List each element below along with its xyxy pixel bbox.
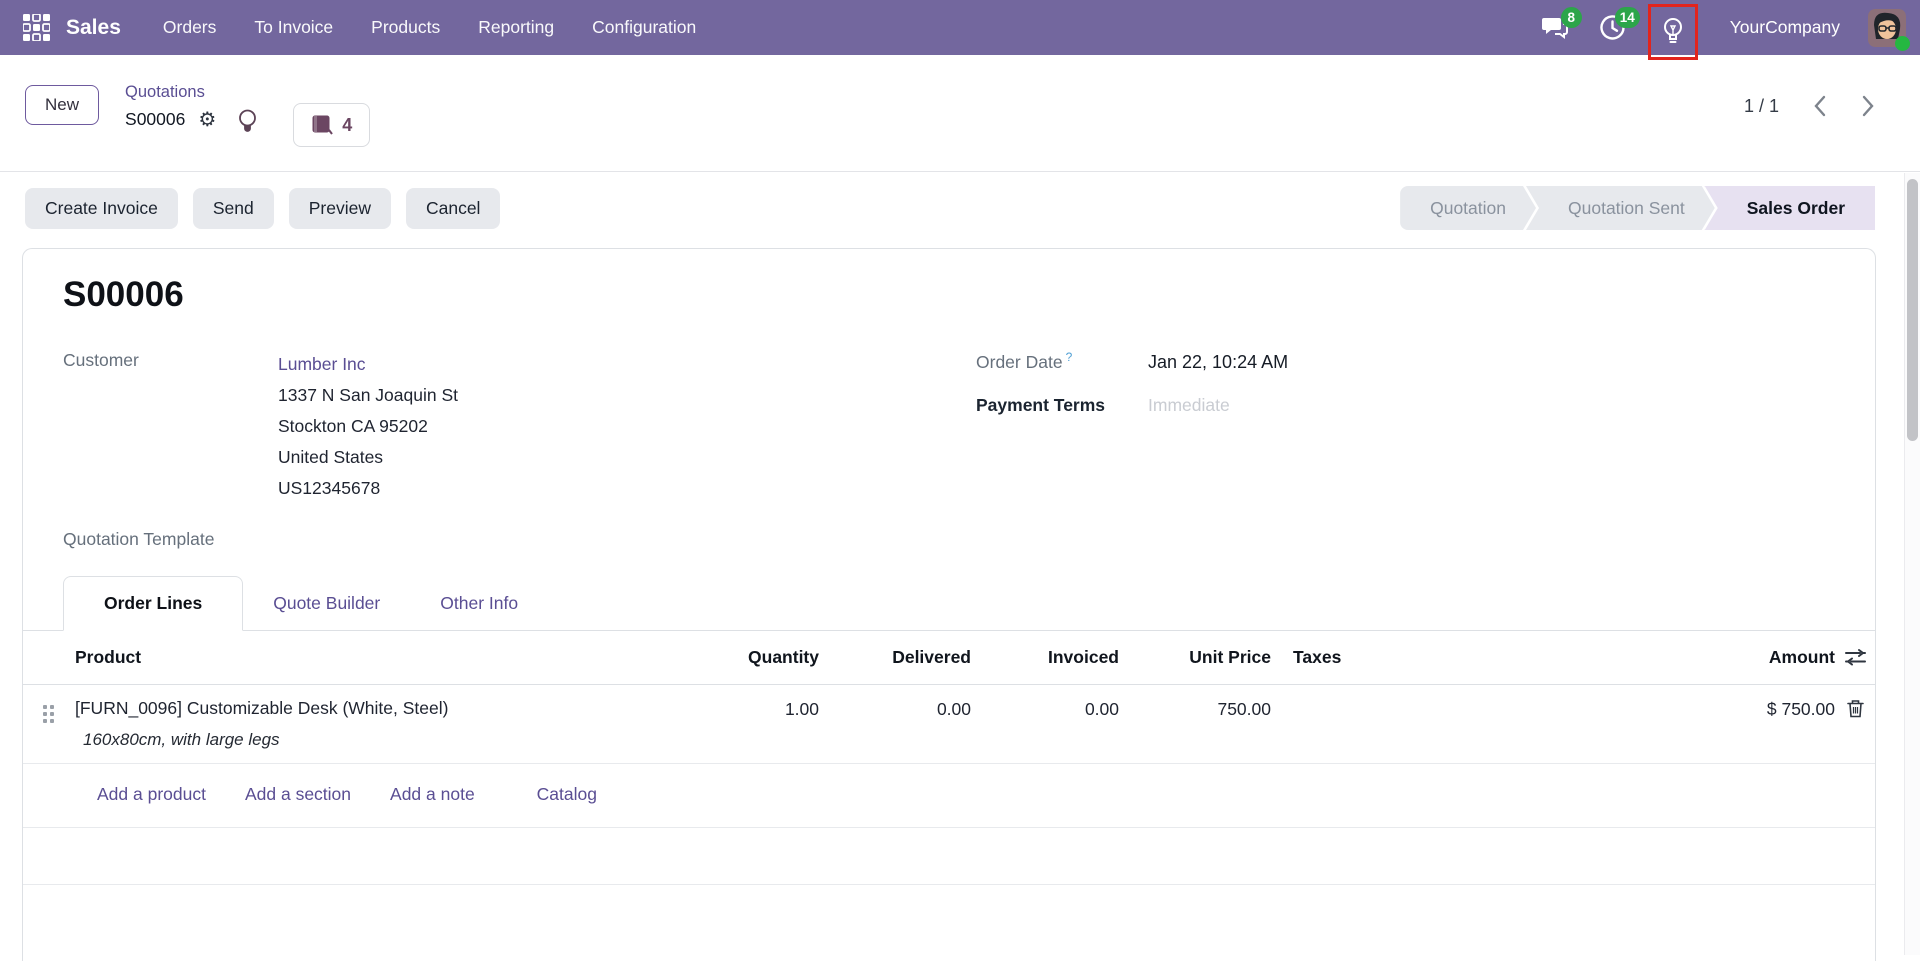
highlight-rectangle: [1648, 4, 1698, 60]
order-lines-table: Product Quantity Delivered Invoiced Unit…: [23, 631, 1875, 764]
customer-link[interactable]: Lumber Inc: [278, 349, 458, 380]
taxes-cell[interactable]: [1271, 698, 1436, 699]
gear-icon[interactable]: ⚙: [198, 110, 216, 130]
delivered-cell[interactable]: 0.00: [819, 698, 971, 720]
attachments-button[interactable]: 4: [293, 103, 370, 147]
user-avatar[interactable]: [1868, 9, 1906, 47]
trash-icon: [1847, 699, 1864, 718]
customer-address-line: Stockton CA 95202: [278, 411, 458, 442]
new-button[interactable]: New: [25, 85, 99, 125]
tab-quote-builder[interactable]: Quote Builder: [243, 577, 410, 630]
order-date-label: Order Date?: [976, 349, 1148, 373]
payment-terms-label: Payment Terms: [976, 394, 1148, 416]
messages-button[interactable]: 8: [1540, 13, 1570, 43]
insight-lightbulb-icon[interactable]: [238, 83, 257, 137]
optional-columns-icon[interactable]: [1835, 648, 1875, 667]
book-icon: [311, 114, 333, 136]
customer-address-line: 1337 N San Joaquin St: [278, 380, 458, 411]
product-description: 160x80cm, with large legs: [75, 730, 669, 750]
online-status-dot: [1895, 36, 1910, 51]
pager-previous-icon[interactable]: [1813, 95, 1827, 117]
amount-cell: $ 750.00: [1436, 698, 1835, 720]
activities-badge: 14: [1615, 7, 1640, 28]
menu-products[interactable]: Products: [371, 17, 440, 38]
payment-terms-input[interactable]: Immediate: [1148, 395, 1230, 416]
apps-grid-icon[interactable]: [16, 8, 56, 48]
send-button[interactable]: Send: [193, 188, 274, 229]
app-name[interactable]: Sales: [66, 16, 121, 40]
help-icon[interactable]: ?: [1066, 350, 1073, 364]
totals-section-empty: [23, 828, 1875, 885]
stage-quotation[interactable]: Quotation: [1400, 186, 1536, 230]
delivered-header[interactable]: Delivered: [819, 647, 971, 668]
quantity-cell[interactable]: 1.00: [669, 698, 819, 720]
amount-header[interactable]: Amount: [1436, 647, 1835, 668]
product-header[interactable]: Product: [75, 647, 669, 668]
activities-button[interactable]: 14: [1598, 13, 1628, 43]
product-cell[interactable]: [FURN_0096] Customizable Desk (White, St…: [75, 698, 669, 750]
company-switcher[interactable]: YourCompany: [1730, 17, 1840, 38]
invoiced-cell[interactable]: 0.00: [971, 698, 1119, 720]
taxes-header[interactable]: Taxes: [1271, 647, 1436, 668]
control-panel: New Quotations S00006 ⚙ 4: [0, 55, 1920, 172]
table-row[interactable]: [FURN_0096] Customizable Desk (White, St…: [23, 685, 1875, 764]
pager-count: 1 / 1: [1744, 96, 1779, 117]
quantity-header[interactable]: Quantity: [669, 647, 819, 668]
add-note-link[interactable]: Add a note: [390, 784, 475, 805]
record-pager: 1 / 1: [1744, 95, 1875, 117]
drag-handle-icon: [43, 705, 54, 723]
delete-row-button[interactable]: [1835, 698, 1875, 718]
form-sheet: S00006 Customer Lumber Inc 1337 N San Jo…: [22, 248, 1876, 961]
product-name: [FURN_0096] Customizable Desk (White, St…: [75, 698, 669, 719]
action-bar: Create Invoice Send Preview Cancel Quota…: [0, 172, 1920, 248]
table-header-row: Product Quantity Delivered Invoiced Unit…: [23, 631, 1875, 685]
catalog-link[interactable]: Catalog: [537, 784, 597, 805]
attachments-count: 4: [342, 115, 352, 136]
tab-other-info[interactable]: Other Info: [410, 577, 548, 630]
breadcrumb-current-record: S00006: [125, 109, 185, 130]
customer-address-line: United States: [278, 442, 458, 473]
menu-to-invoice[interactable]: To Invoice: [254, 17, 333, 38]
main-menu: Orders To Invoice Products Reporting Con…: [163, 17, 696, 38]
customer-address-line: US12345678: [278, 473, 458, 504]
unit-price-cell[interactable]: 750.00: [1119, 698, 1271, 720]
quotation-template-label: Quotation Template: [63, 528, 278, 550]
unit-price-header[interactable]: Unit Price: [1119, 647, 1271, 668]
menu-configuration[interactable]: Configuration: [592, 17, 696, 38]
page-title: S00006: [63, 275, 1847, 315]
add-product-link[interactable]: Add a product: [97, 784, 206, 805]
scrollbar-track[interactable]: [1904, 173, 1920, 955]
add-section-link[interactable]: Add a section: [245, 784, 351, 805]
menu-reporting[interactable]: Reporting: [478, 17, 554, 38]
top-navbar: Sales Orders To Invoice Products Reporti…: [0, 0, 1920, 55]
table-footer-links: Add a product Add a section Add a note C…: [23, 764, 1875, 828]
status-pipeline: Quotation Quotation Sent Sales Order: [1400, 186, 1875, 230]
breadcrumb: Quotations S00006 ⚙: [125, 83, 216, 130]
messages-badge: 8: [1561, 7, 1582, 28]
lightbulb-icon[interactable]: [1662, 17, 1684, 47]
menu-orders[interactable]: Orders: [163, 17, 216, 38]
pager-next-icon[interactable]: [1861, 95, 1875, 117]
customer-value: Lumber Inc 1337 N San Joaquin St Stockto…: [278, 349, 458, 504]
order-date-value[interactable]: Jan 22, 10:24 AM: [1148, 352, 1288, 373]
preview-button[interactable]: Preview: [289, 188, 391, 229]
stage-sales-order[interactable]: Sales Order: [1705, 186, 1875, 230]
cancel-button[interactable]: Cancel: [406, 188, 500, 229]
scrollbar-thumb[interactable]: [1907, 179, 1918, 441]
customer-label: Customer: [63, 349, 278, 504]
invoiced-header[interactable]: Invoiced: [971, 647, 1119, 668]
create-invoice-button[interactable]: Create Invoice: [25, 188, 178, 229]
tab-order-lines[interactable]: Order Lines: [63, 576, 243, 631]
drag-handle[interactable]: [39, 698, 75, 723]
notebook-tabs: Order Lines Quote Builder Other Info: [23, 576, 1875, 631]
breadcrumb-quotations-link[interactable]: Quotations: [125, 83, 216, 102]
stage-quotation-sent[interactable]: Quotation Sent: [1526, 186, 1715, 230]
